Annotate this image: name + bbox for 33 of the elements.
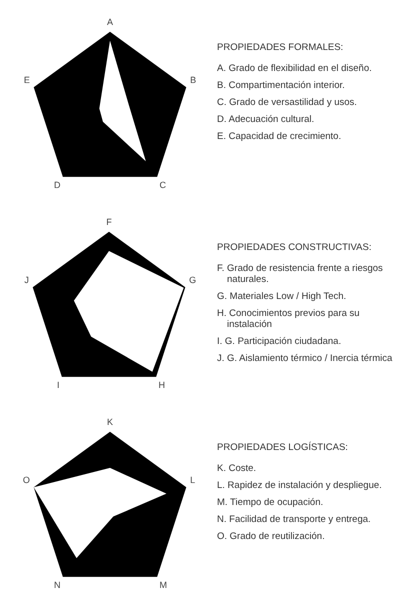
text: F. Grado de resistencia frente a riesgos naturales.: [217, 263, 384, 285]
text: N. Facilidad de transporte y entrega.: [217, 514, 372, 525]
spoke-label: E: [24, 75, 30, 86]
spoke-label: K: [106, 416, 114, 427]
text: J. G. Aislamiento térmico / Inercia térmica: [217, 353, 394, 364]
spoke-label: L: [190, 475, 196, 486]
text: C. Grado de versastilidad y usos.: [217, 97, 358, 108]
text: O. Grado de reutilización.: [217, 531, 326, 542]
text: PROPIEDADES LOGÍSTICAS:: [217, 442, 349, 453]
text: K. Coste.: [217, 463, 258, 474]
spoke-label: N: [54, 580, 61, 590]
spoke-label: J: [24, 275, 29, 286]
spoke-label: C: [159, 180, 166, 190]
text: B. Compartimentación interior.: [217, 80, 346, 91]
text: PROPIEDADES CONSTRUCTIVAS:: [217, 242, 372, 253]
spoke-label: D: [54, 180, 62, 190]
spoke-label: G: [189, 275, 196, 286]
spoke-label: I: [56, 380, 60, 390]
text: PROPIEDADES FORMALES:: [217, 42, 344, 53]
text: D. Adecuación cultural.: [217, 114, 316, 125]
spoke-label: F: [106, 216, 112, 227]
text: M. Tiempo de ocupación.: [217, 497, 324, 508]
text: G. Materiales Low / High Tech.: [217, 291, 348, 302]
text: I. G. Participación ciudadana.: [217, 336, 342, 347]
spoke-label: A: [106, 16, 114, 27]
text: H. Conocimientos previos para su instalación: [217, 308, 361, 330]
spoke-label: H: [158, 380, 165, 390]
text: L. Rapidez de instalación y despliegue.: [217, 480, 383, 491]
spoke-label: O: [22, 475, 30, 486]
text: E. Capacidad de crecimiento.: [217, 131, 342, 142]
spoke-label: M: [159, 580, 167, 590]
spoke-label: B: [190, 75, 196, 86]
text: A. Grado de flexibilidad en el diseño.: [217, 63, 373, 74]
